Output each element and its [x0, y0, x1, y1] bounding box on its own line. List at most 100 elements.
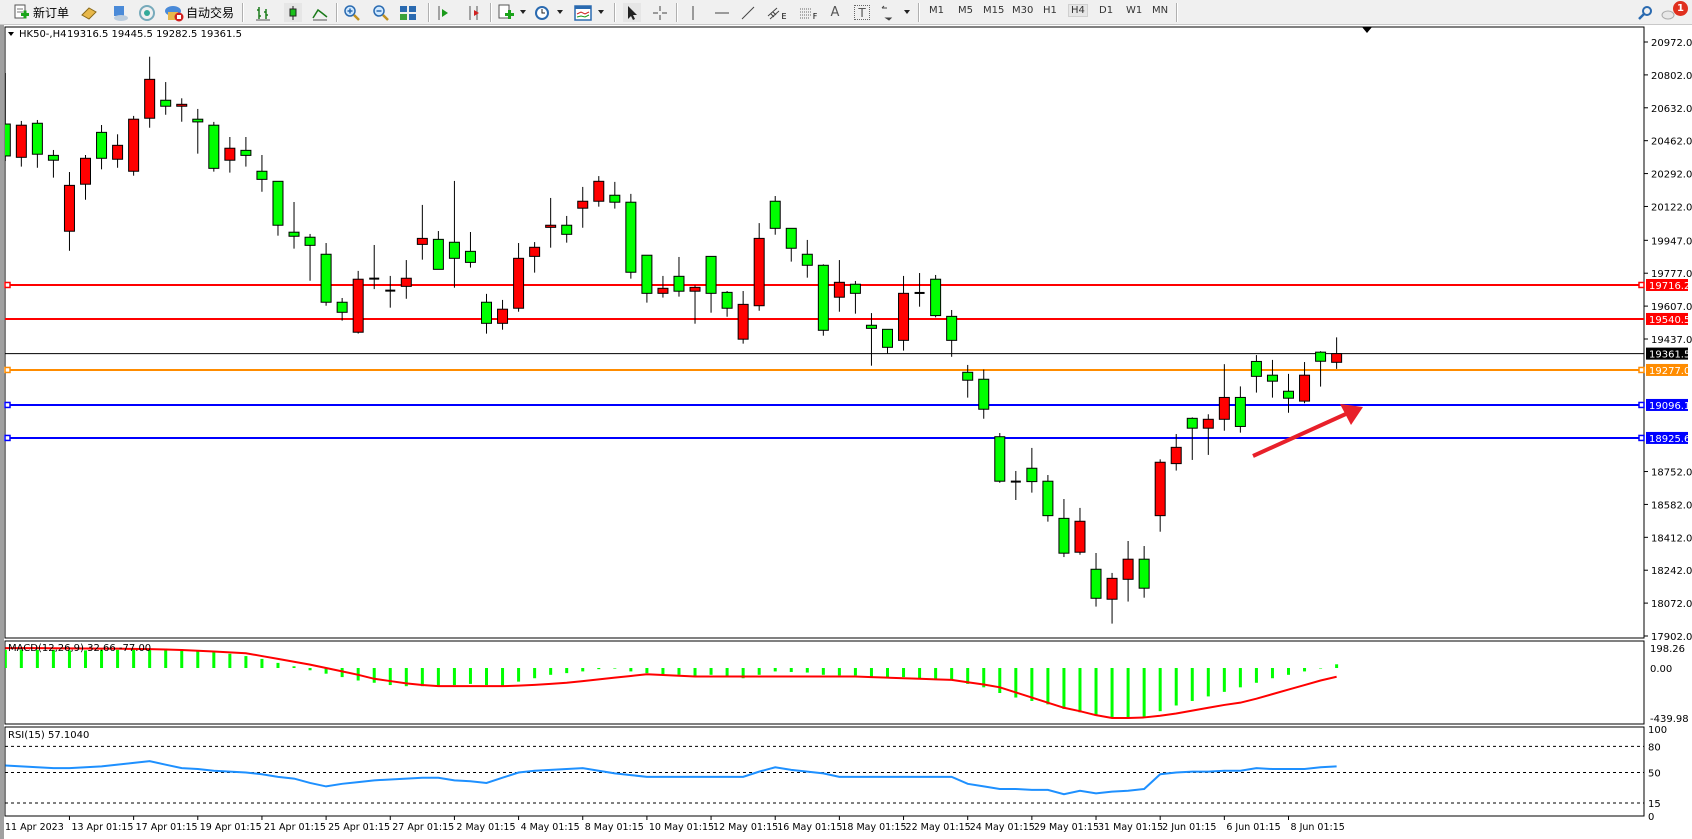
- main-chart-panel[interactable]: [4, 26, 1645, 639]
- zoom-out-icon[interactable]: [372, 3, 390, 22]
- level-anchor-right: [1638, 366, 1645, 374]
- timeframe-w1[interactable]: W1: [1126, 5, 1143, 16]
- chart-ohlc-readout: 19316.5 19445.5 19282.5 19361.5: [67, 29, 242, 40]
- equidistant-channel-icon[interactable]: E: [766, 3, 788, 22]
- price-tick-label: 19947.0: [1651, 236, 1692, 247]
- auto-scroll-icon[interactable]: [435, 3, 453, 22]
- data-window-icon[interactable]: [111, 3, 129, 22]
- candlestick-chart-icon[interactable]: [284, 3, 302, 22]
- timeframe-m5[interactable]: M5: [958, 5, 973, 16]
- macd-histogram-bar: [709, 668, 713, 675]
- candle: [144, 56, 156, 128]
- time-label: 8 May 01:15: [585, 822, 644, 833]
- search-icon[interactable]: [1637, 3, 1653, 22]
- candle-body: [849, 283, 861, 294]
- text-label-tool-button[interactable]: T: [854, 5, 870, 20]
- templates-dropdown-icon[interactable]: [598, 10, 604, 14]
- macd-histogram-bar: [966, 668, 970, 684]
- macd-histogram-bar: [725, 668, 729, 677]
- macd-histogram-bar: [404, 668, 408, 687]
- new-order-button[interactable]: 新订单: [33, 6, 70, 20]
- fibonacci-retracement-icon[interactable]: F: [797, 3, 819, 22]
- candle-body: [112, 144, 124, 160]
- tile-windows-icon[interactable]: [399, 3, 417, 22]
- macd-histogram-bar: [308, 668, 312, 671]
- new-chart-dropdown-icon[interactable]: [520, 10, 526, 14]
- timeframe-mn[interactable]: MN: [1152, 5, 1169, 16]
- macd-histogram-bar: [116, 649, 120, 668]
- candle: [705, 255, 717, 313]
- candle-body: [1299, 374, 1311, 402]
- arrows-dropdown-icon[interactable]: [904, 10, 910, 14]
- zoom-in-icon[interactable]: [343, 3, 361, 22]
- candle: [1170, 434, 1182, 471]
- fibonacci-suffix: F: [812, 12, 818, 21]
- macd-histogram-bar: [164, 648, 168, 668]
- horizontal-line-icon[interactable]: [713, 3, 731, 22]
- timeframe-m1[interactable]: M1: [929, 5, 944, 16]
- time-label: 8 Jun 01:15: [1291, 822, 1345, 833]
- timeframe-h4[interactable]: H4: [1068, 4, 1088, 17]
- periodicity-clock-icon[interactable]: [533, 3, 551, 22]
- chart-shift-icon[interactable]: [465, 3, 483, 22]
- new-order-icon[interactable]: [12, 3, 30, 22]
- macd-histogram-bar: [1046, 668, 1050, 705]
- macd-histogram-bar: [132, 649, 136, 668]
- candle-body: [673, 275, 685, 292]
- candle: [400, 260, 412, 299]
- level-anchor-left: [4, 434, 11, 442]
- crosshair-icon[interactable]: [651, 3, 669, 22]
- candle: [1202, 414, 1214, 455]
- macd-histogram-bar: [677, 668, 681, 675]
- timeframe-d1[interactable]: D1: [1099, 5, 1114, 16]
- candle-body: [272, 180, 284, 226]
- candle: [1138, 546, 1150, 598]
- chart-shift-marker[interactable]: [1362, 27, 1372, 33]
- auto-trading-icon[interactable]: [164, 3, 184, 22]
- time-label: 24 May 01:15: [970, 822, 1035, 833]
- line-chart-icon[interactable]: [311, 3, 329, 22]
- header-triangle-icon[interactable]: [8, 32, 14, 36]
- arrows-icon[interactable]: [879, 3, 895, 22]
- macd-tick-label: 0.00: [1650, 664, 1672, 675]
- periodicity-dropdown-icon[interactable]: [557, 10, 563, 14]
- new-chart-icon[interactable]: [497, 3, 515, 22]
- time-label: 22 May 01:15: [906, 822, 971, 833]
- macd-histogram-bar: [228, 653, 232, 668]
- candle: [1090, 552, 1102, 607]
- candle-body: [1090, 568, 1102, 599]
- trendline-icon[interactable]: [739, 3, 757, 22]
- candle-body: [1331, 353, 1343, 363]
- bar-chart-icon[interactable]: [254, 3, 272, 22]
- annotation-arrow[interactable]: [1252, 404, 1363, 458]
- auto-trading-button[interactable]: 自动交易: [186, 6, 235, 20]
- templates-icon[interactable]: [574, 3, 592, 22]
- macd-histogram-bar: [1206, 668, 1210, 697]
- macd-panel[interactable]: [4, 640, 1645, 725]
- macd-histogram-bar: [468, 668, 472, 684]
- candle-body: [1283, 390, 1294, 399]
- macd-histogram-bar: [180, 649, 184, 668]
- macd-histogram-bar: [886, 668, 889, 678]
- candle: [1331, 337, 1343, 369]
- market-watch-icon[interactable]: [80, 3, 98, 22]
- rsi-panel[interactable]: [4, 726, 1645, 817]
- macd-histogram-bar: [517, 668, 521, 682]
- candle-body: [400, 277, 412, 287]
- chart-symbol: HK50-,H4: [19, 29, 66, 40]
- signals-icon[interactable]: [138, 3, 156, 22]
- timeframe-h1[interactable]: H1: [1043, 5, 1057, 16]
- candle: [1154, 459, 1166, 532]
- timeframe-m30[interactable]: M30: [1012, 5, 1034, 16]
- candle-body: [1202, 418, 1214, 429]
- candle: [224, 137, 236, 173]
- chat-icon[interactable]: [1660, 3, 1678, 22]
- candle: [978, 369, 990, 419]
- price-tick-label: 19437.0: [1651, 335, 1692, 346]
- cursor-icon[interactable]: [623, 3, 641, 22]
- vertical-line-icon[interactable]: [684, 3, 702, 22]
- timeframe-m15[interactable]: M15: [983, 5, 1005, 16]
- text-tool-button[interactable]: A: [830, 5, 840, 20]
- candle-body: [448, 241, 460, 259]
